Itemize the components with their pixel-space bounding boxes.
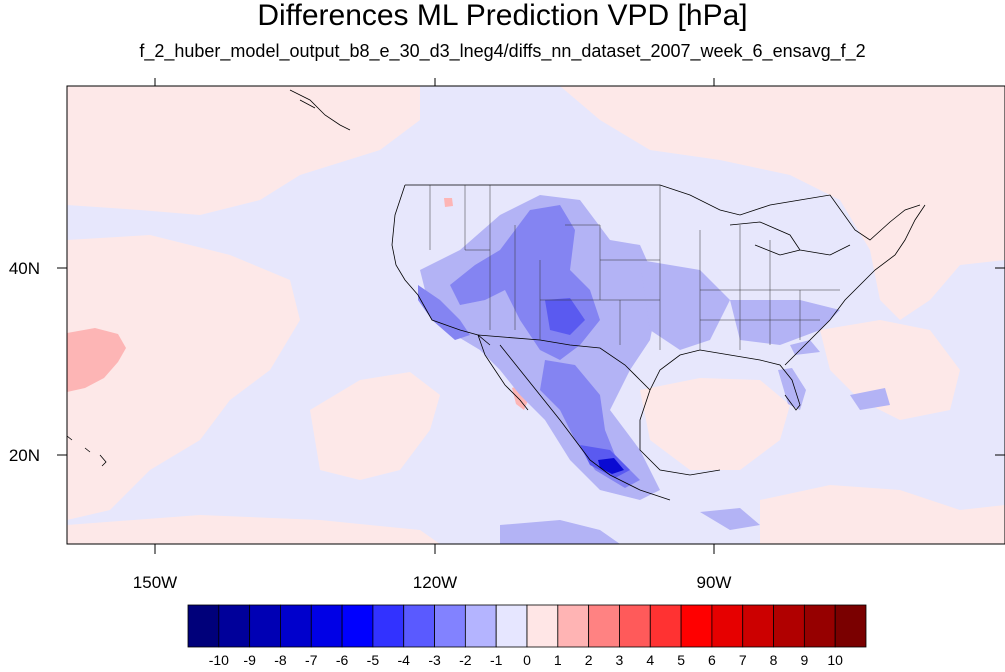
x-label-150W: 150W	[133, 573, 177, 592]
colorbar-swatch	[834, 604, 867, 648]
colorbar-label: -6	[336, 652, 349, 668]
negative-region-caribbean	[850, 388, 890, 410]
great-lakes	[729, 221, 851, 256]
negative-core-california	[418, 285, 470, 340]
colorbar-swatch	[403, 604, 435, 648]
negative-region-great-lakes	[790, 340, 820, 355]
alaska-coast	[289, 89, 351, 131]
positive-region-gulf	[640, 378, 790, 470]
colorbar-swatch	[495, 604, 528, 648]
vpd-difference-field	[67, 86, 1005, 544]
negative-max-mexico	[598, 458, 624, 474]
colorbar-swatch	[742, 604, 774, 648]
colorbar-swatch	[649, 604, 682, 648]
colorbar-swatch	[464, 604, 497, 648]
colorbar-label: 6	[708, 652, 716, 668]
colorbar-swatch	[526, 604, 559, 648]
baja-peninsula	[477, 334, 529, 411]
colorbar-swatch	[803, 604, 836, 648]
colorbar-swatch	[619, 604, 651, 648]
pacific-coast	[391, 184, 491, 346]
colorbar-swatch	[249, 604, 281, 648]
colorbar-swatch	[372, 604, 405, 648]
colorbar-label: -1	[490, 652, 503, 668]
colorbar-label: -5	[367, 652, 380, 668]
positive-region-southwest	[67, 515, 440, 544]
mexico-pacific-coast	[499, 344, 671, 501]
colorbar-label: 8	[770, 652, 778, 668]
positive-region-northwest-pacific	[67, 86, 420, 215]
positive-region-southeast	[760, 485, 1005, 544]
colorbar-label: 0	[523, 652, 531, 668]
colorbar-label: 4	[646, 652, 654, 668]
us-canada-border	[405, 184, 921, 241]
colorbar: -10 -9 -8 -7 -6 -5 -4 -3 -2 -1 0 1 2 3 4 5 6 7 8 9 10	[187, 604, 867, 668]
colorbar-label: 9	[800, 652, 808, 668]
negative-region-central-america-east	[700, 508, 760, 530]
map-title: Differences ML Prediction VPD [hPa]	[257, 0, 748, 32]
colorbar-label: -8	[274, 652, 287, 668]
state-boundaries	[429, 185, 840, 350]
colorbar-label: -9	[243, 652, 256, 668]
colorbar-swatch	[588, 604, 620, 648]
colorbar-label: 1	[554, 652, 562, 668]
state-lines-east	[699, 225, 840, 350]
negative-region-florida	[778, 368, 806, 410]
colorbar-label: -2	[459, 652, 472, 668]
colorbar-label: -7	[305, 652, 318, 668]
colorbar-label: -3	[428, 652, 441, 668]
mexico-gulf-coast	[639, 389, 721, 476]
colorbar-swatch	[680, 604, 713, 648]
negative-deep-southwest	[545, 298, 585, 335]
negative-region-southeast-us	[730, 300, 840, 345]
colorbar-swatch	[280, 604, 312, 648]
x-label-120W: 120W	[413, 573, 457, 592]
colorbar-swatch	[341, 604, 374, 648]
colorbar-label: -10	[209, 652, 229, 668]
colorbar-label: -4	[398, 652, 411, 668]
colorbar-swatch	[218, 604, 251, 648]
y-label-20N: 20N	[9, 446, 40, 465]
colorbar-swatch	[310, 604, 343, 648]
y-label-40N: 40N	[9, 259, 40, 278]
colorbar-swatch	[557, 604, 590, 648]
positive-region-west-pacific	[67, 235, 300, 520]
positive-region-central-pacific	[310, 372, 440, 480]
negative-region-central-america	[500, 520, 620, 544]
colorbar-label: 3	[616, 652, 624, 668]
plot-frame	[66, 85, 1005, 545]
gulf-coast	[649, 349, 801, 411]
map-subtitle: f_2_huber_model_output_b8_e_30_d3_lneg4/…	[139, 41, 866, 61]
negative-region-plains	[640, 260, 730, 350]
atlantic-coast	[784, 204, 926, 366]
axis-ticks	[57, 78, 1005, 554]
positive-region-northeast	[560, 86, 1005, 320]
positive-blob-idaho	[444, 198, 453, 207]
state-lines-west	[429, 185, 661, 350]
colorbar-swatch	[773, 604, 805, 648]
hawaii-islands	[67, 435, 107, 467]
colorbar-swatch	[434, 604, 466, 648]
positive-blob-west	[67, 328, 126, 392]
colorbar-swatch	[711, 604, 744, 648]
colorbar-label: 5	[677, 652, 685, 668]
x-label-90W: 90W	[697, 573, 732, 592]
colorbar-swatch	[187, 604, 220, 648]
colorbar-label: 10	[827, 652, 843, 668]
colorbar-label: 7	[739, 652, 747, 668]
colorbar-label: 2	[585, 652, 593, 668]
